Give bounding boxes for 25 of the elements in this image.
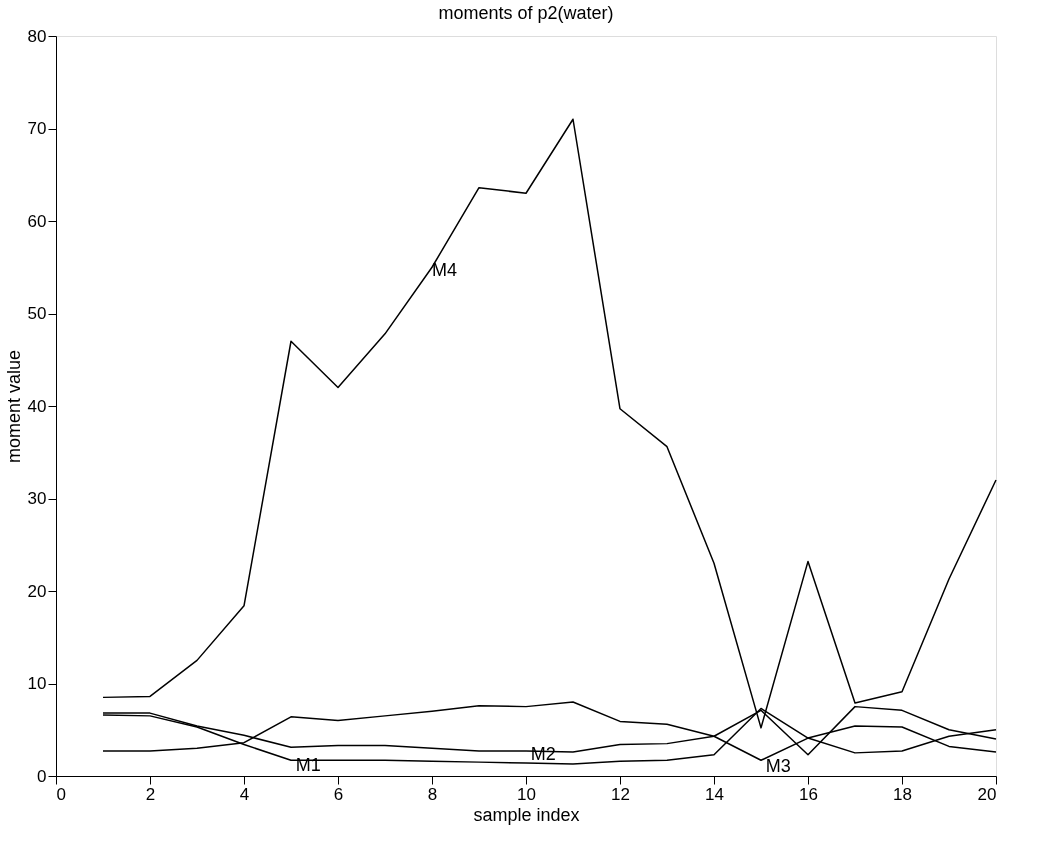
y-tick-label: 40 xyxy=(27,396,47,416)
y-axis-title: moment value xyxy=(3,349,24,464)
y-tick-label: 30 xyxy=(27,489,47,508)
x-tick-label: 6 xyxy=(333,784,344,804)
y-tick-label: 10 xyxy=(27,674,47,693)
chart-title: moments of p2(water) xyxy=(438,3,614,23)
annotation: M4 xyxy=(432,260,458,281)
x-tick-label: 4 xyxy=(239,784,250,804)
y-tick-label: 70 xyxy=(27,119,47,138)
y-tick-label: 20 xyxy=(27,581,47,601)
x-axis-title: sample index xyxy=(473,804,580,825)
x-tick-label: 12 xyxy=(611,784,630,804)
x-tick-label: 18 xyxy=(893,784,912,804)
x-tick-label: 14 xyxy=(705,784,724,804)
x-tick-label: 16 xyxy=(799,784,818,804)
x-tick-label: 8 xyxy=(427,784,438,804)
y-tick-label: 80 xyxy=(27,26,47,46)
x-tick-label: 20 xyxy=(977,784,997,804)
y-tick-label: 50 xyxy=(27,304,47,323)
y-tick-label: 60 xyxy=(27,211,47,231)
x-tick-label: 0 xyxy=(56,784,66,804)
y-tick-label: 0 xyxy=(37,766,47,786)
annotation: M3 xyxy=(765,756,791,777)
x-tick-label: 10 xyxy=(517,784,536,804)
x-tick-label: 2 xyxy=(145,784,156,804)
